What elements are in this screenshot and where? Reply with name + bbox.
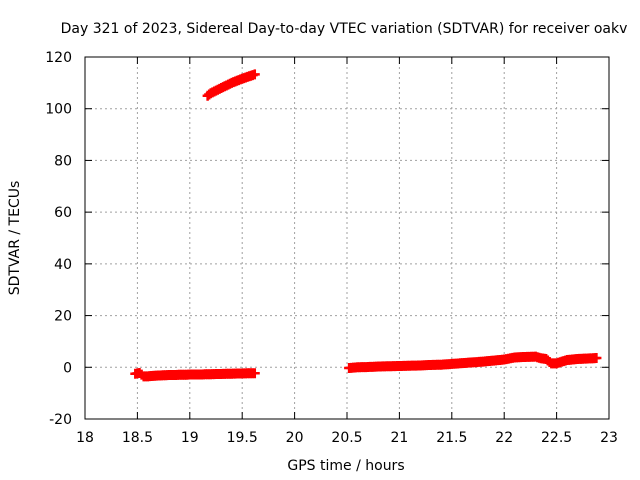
data-point-fill (589, 353, 600, 364)
x-tick-label: 18.5 (122, 430, 153, 446)
y-tick-label: 20 (54, 309, 72, 325)
x-tick-label: 20 (286, 430, 304, 446)
y-tick-label: 120 (45, 50, 72, 66)
x-tick-label: 22 (495, 430, 513, 446)
data-series-arc-2 (202, 69, 260, 101)
x-tick-label: 23 (600, 430, 618, 446)
x-tick-label: 21.5 (436, 430, 467, 446)
x-axis-label: GPS time / hours (287, 458, 404, 474)
y-tick-label: 60 (54, 205, 72, 221)
chart-title: Day 321 of 2023, Sidereal Day-to-day VTE… (61, 21, 628, 37)
data-series-arc-1 (130, 367, 260, 382)
y-tick-label: -20 (49, 412, 72, 428)
x-tick-label: 22.5 (541, 430, 572, 446)
data-point-fill (245, 368, 256, 379)
x-axis-ticks: 18 18.5 19 19.5 20 20.5 21 21.5 22 22.5 23 (76, 57, 618, 446)
y-tick-label: 100 (45, 102, 72, 118)
x-tick-label: 21 (390, 430, 408, 446)
data-series-arc-3 (344, 351, 602, 374)
y-tick-label: 40 (54, 257, 72, 273)
y-axis-ticks: -20 0 20 40 60 80 100 120 (45, 50, 609, 428)
plot-area (130, 69, 602, 382)
x-tick-label: 18 (76, 430, 94, 446)
x-tick-label: 19 (181, 430, 199, 446)
y-axis-label: SDTVAR / TECUs (7, 181, 23, 296)
x-tick-label: 20.5 (331, 430, 362, 446)
data-point-fill (542, 355, 553, 366)
grid-lines (85, 57, 609, 419)
x-tick-label: 19.5 (227, 430, 258, 446)
y-tick-label: 80 (54, 153, 72, 169)
data-point-fill (245, 70, 256, 81)
y-tick-label: 0 (63, 360, 72, 376)
